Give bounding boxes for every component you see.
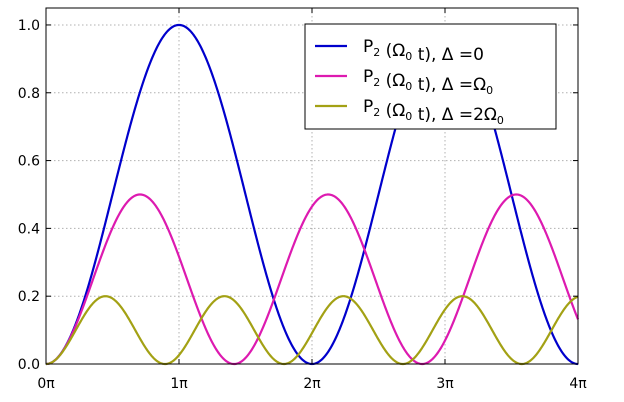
x-tick-label: 2π [303,376,321,392]
y-tick-label: 0.8 [18,86,40,102]
legend-label-1: P2 (Ω0 t), Δ =Ω0 [363,67,493,97]
grid-lines [46,8,578,364]
y-tick-label: 0.6 [18,154,40,170]
axis-ticks [45,8,579,365]
x-tick-label: 3π [436,376,454,392]
y-tick-labels: 0.0 0.2 0.4 0.6 0.8 1.0 [18,18,40,373]
x-tick-labels: 0π 1π 2π 3π 4π [37,376,587,392]
y-tick-label: 0.0 [18,357,40,373]
legend-label-2: P2 (Ω0 t), Δ =2Ω0 [363,97,504,127]
legend-label-0: P2 (Ω0 t), Δ =0 [363,37,484,65]
y-tick-label: 0.4 [18,221,40,237]
y-tick-label: 0.2 [18,289,40,305]
x-tick-label: 1π [170,376,188,392]
x-tick-label: 4π [569,376,587,392]
series-line-2 [45,295,579,366]
series-line-1 [45,193,580,366]
x-tick-label: 0π [37,376,55,392]
y-tick-label: 1.0 [18,18,40,34]
